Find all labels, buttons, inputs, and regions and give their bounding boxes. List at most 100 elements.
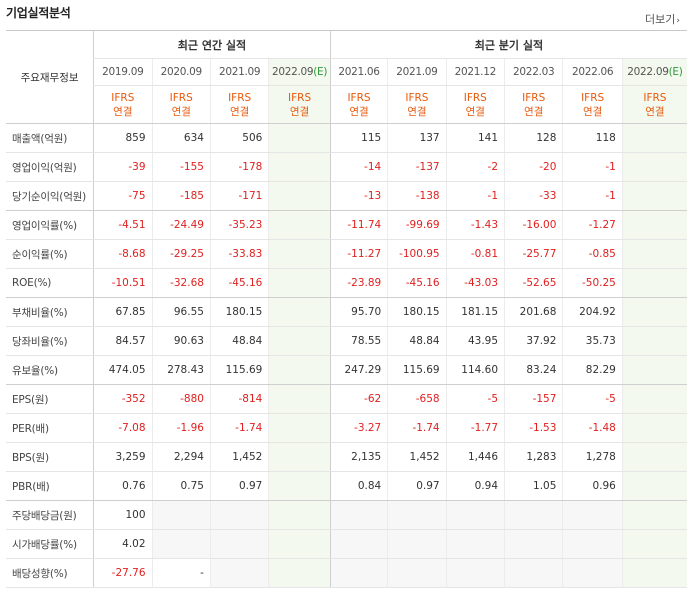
annual-value-cell	[151, 500, 211, 530]
quarter-value-cell	[562, 500, 623, 530]
annual-value-cell	[151, 529, 211, 559]
annual-value-cell	[268, 471, 331, 501]
quarter-value-cell: 118	[562, 123, 623, 153]
annual-value-cell: 0.75	[151, 471, 211, 501]
quarter-value-cell: 181.15	[445, 297, 505, 327]
quarter-value-cell: -1.74	[387, 413, 447, 443]
annual-value-cell: 0.97	[209, 471, 269, 501]
quarter-value-cell: 1,283	[504, 442, 563, 472]
annual-value-cell: 180.15	[209, 297, 269, 327]
quarter-value-cell	[445, 500, 505, 530]
quarter-value-cell: -1.43	[445, 210, 505, 240]
quarter-value-cell	[504, 500, 563, 530]
annual-value-cell	[268, 500, 331, 530]
annual-value-cell: 115.69	[209, 355, 269, 385]
annual-value-cell: -155	[151, 152, 211, 182]
quarter-value-cell: -13	[329, 181, 388, 211]
annual-value-cell: -75	[93, 181, 153, 211]
quarter-value-cell: -20	[504, 152, 563, 182]
annual-value-cell: -27.76	[93, 558, 153, 588]
annual-value-cell	[268, 558, 331, 588]
quarter-value-cell: -1.77	[445, 413, 505, 443]
quarter-value-cell	[621, 326, 687, 356]
quarter-value-cell: 95.70	[329, 297, 388, 327]
annual-period-header: 2022.09(E)	[268, 58, 331, 86]
annual-value-cell: -24.49	[151, 210, 211, 240]
quarter-value-cell: -99.69	[387, 210, 447, 240]
annual-value-cell: 2,294	[151, 442, 211, 472]
ifrs-label: IFRS	[643, 91, 667, 104]
quarter-period-header: 2021.09	[387, 58, 447, 86]
annual-period-label: 2019.09	[102, 66, 144, 78]
annual-value-cell	[209, 558, 269, 588]
annual-period-header: 2020.09	[151, 58, 211, 86]
annual-value-cell: 67.85	[93, 297, 153, 327]
row-label: EPS(원)	[6, 384, 94, 414]
quarter-value-cell: 0.84	[329, 471, 388, 501]
annual-value-cell: 84.57	[93, 326, 153, 356]
consolidated-label: 연결	[582, 105, 603, 118]
quarter-value-cell: -1	[562, 152, 623, 182]
quarter-value-cell: 2,135	[329, 442, 388, 472]
annual-value-cell	[268, 297, 331, 327]
annual-value-cell: -8.68	[93, 239, 153, 269]
estimate-mark: (E)	[668, 66, 683, 78]
table-row: 영업이익률(%) -4.51 -24.49 -35.23 -11.74 -99.69 -1.…	[6, 210, 687, 240]
quarter-value-cell	[621, 297, 687, 327]
quarter-value-cell: -137	[387, 152, 447, 182]
annual-value-cell: -352	[93, 384, 153, 414]
quarter-value-cell: 180.15	[387, 297, 447, 327]
quarter-value-cell: 247.29	[329, 355, 388, 385]
quarter-value-cell	[329, 558, 388, 588]
annual-value-cell: -33.83	[209, 239, 269, 269]
row-label: 당좌비율(%)	[6, 326, 94, 356]
quarter-period-label: 2022.03	[513, 66, 555, 78]
quarter-value-cell: -1.27	[562, 210, 623, 240]
annual-value-cell: -45.16	[209, 268, 269, 298]
annual-value-cell	[268, 355, 331, 385]
annual-value-cell	[268, 268, 331, 298]
quarter-value-cell: -45.16	[387, 268, 447, 298]
quarter-value-cell: -5	[562, 384, 623, 414]
quarter-value-cell: -33	[504, 181, 563, 211]
quarter-value-cell: -1.53	[504, 413, 563, 443]
annual-value-cell	[268, 210, 331, 240]
table-row: 유보율(%) 474.05 278.43 115.69 247.29 115.69 114.…	[6, 355, 687, 385]
annual-period-label: 2021.09	[218, 66, 261, 78]
annual-value-cell	[268, 384, 331, 414]
row-label: 유보율(%)	[6, 355, 94, 385]
more-link[interactable]: 더보기›	[645, 11, 680, 27]
annual-value-cell	[268, 239, 331, 269]
financial-table: 주요재무정보 최근 연간 실적 최근 분기 실적 2019.09 2020.09 2…	[6, 30, 687, 588]
table-row: 매출액(억원) 859 634 506 115 137 141 128 118	[6, 123, 687, 153]
quarter-value-cell: -100.95	[387, 239, 447, 269]
row-header: 주요재무정보	[6, 30, 94, 124]
quarter-value-cell: -1	[445, 181, 505, 211]
row-label: PER(배)	[6, 413, 94, 443]
quarter-value-cell	[387, 529, 447, 559]
quarter-value-cell: 48.84	[387, 326, 447, 356]
quarter-value-cell: -138	[387, 181, 447, 211]
quarter-value-cell: 0.96	[562, 471, 623, 501]
quarter-value-cell: -3.27	[329, 413, 388, 443]
annual-value-cell: -	[151, 558, 211, 588]
annual-value-cell: 0.76	[93, 471, 153, 501]
quarter-value-cell: 141	[445, 123, 505, 153]
ifrs-badge: IFRS 연결	[445, 85, 505, 124]
quarter-value-cell	[387, 500, 447, 530]
quarter-value-cell	[621, 152, 687, 182]
ifrs-label: IFRS	[347, 91, 371, 104]
row-label: 매출액(억원)	[6, 123, 94, 153]
annual-value-cell: -880	[151, 384, 211, 414]
annual-value-cell	[268, 181, 331, 211]
quarter-value-cell: 114.60	[445, 355, 505, 385]
consolidated-label: 연결	[349, 105, 369, 118]
ifrs-badge: IFRS 연결	[562, 85, 623, 124]
ifrs-badge: IFRS 연결	[209, 85, 269, 124]
quarter-period-header: 2022.09(E)	[621, 58, 687, 86]
estimate-mark: (E)	[313, 66, 328, 78]
quarter-period-header: 2022.03	[504, 58, 563, 86]
annual-value-cell: -39	[93, 152, 153, 182]
annual-value-cell	[268, 152, 331, 182]
quarter-value-cell: 201.68	[504, 297, 563, 327]
